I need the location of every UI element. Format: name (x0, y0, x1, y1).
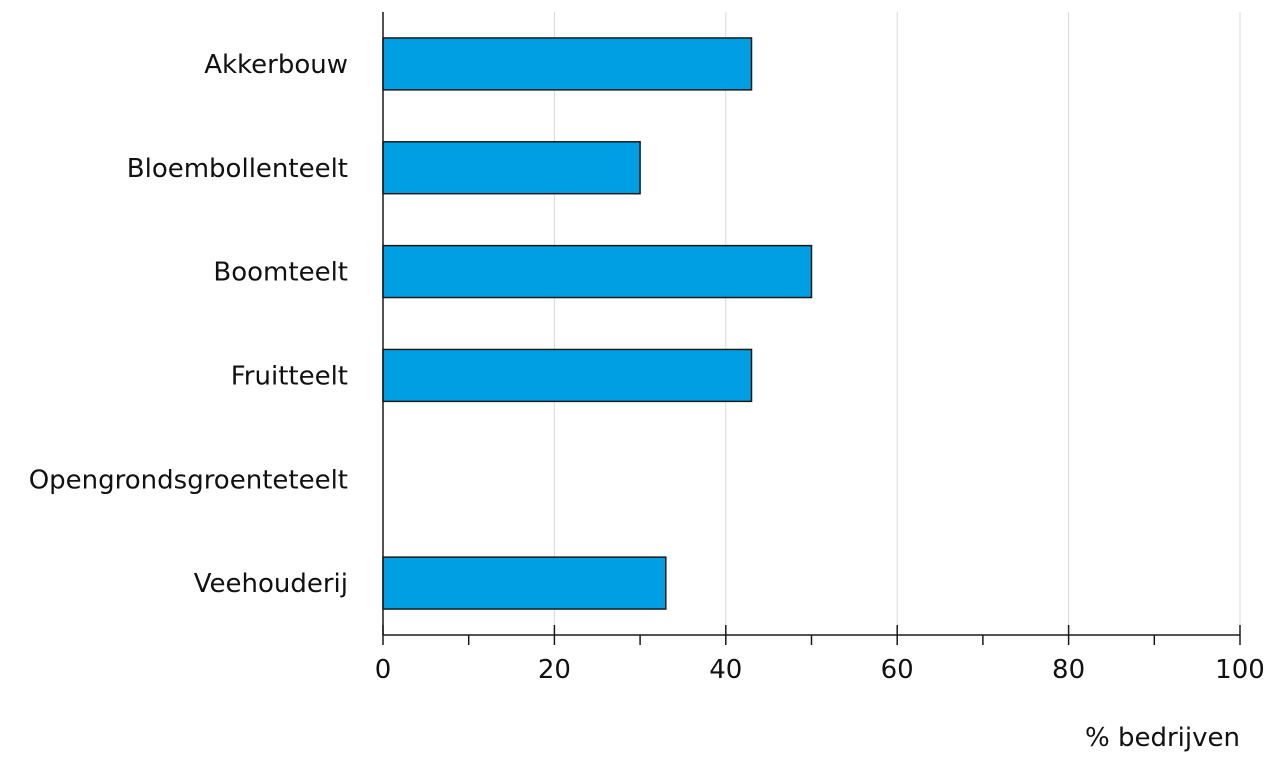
category-label: Fruitteelt (231, 361, 348, 391)
labels: Akkerbouw Bloembollenteelt Boomteelt Fruitt… (29, 50, 1265, 685)
category-label: Boomteelt (213, 258, 348, 288)
x-tick-label: 60 (881, 655, 914, 685)
x-tick-label: 20 (538, 655, 571, 685)
category-label: Akkerbouw (204, 50, 348, 80)
bar-bloembollenteelt (382, 141, 641, 195)
bar-fruitteelt (382, 348, 753, 403)
axes (382, 12, 1241, 645)
x-axis-title: % bedrijven (1085, 723, 1240, 753)
category-label: Opengrondsgroenteteelt (29, 465, 348, 495)
x-tick-label: 80 (1052, 655, 1085, 685)
bars (382, 37, 813, 610)
gridlines (553, 12, 1241, 635)
bar-veehouderij (382, 556, 667, 610)
category-label: Bloembollenteelt (127, 154, 348, 184)
category-label: Veehouderij (194, 569, 348, 599)
x-tick-label: 100 (1215, 655, 1265, 685)
x-tick-label: 0 (375, 655, 392, 685)
x-tick-label: 40 (709, 655, 742, 685)
bar-boomteelt (382, 244, 813, 299)
bar-akkerbouw (382, 37, 753, 91)
